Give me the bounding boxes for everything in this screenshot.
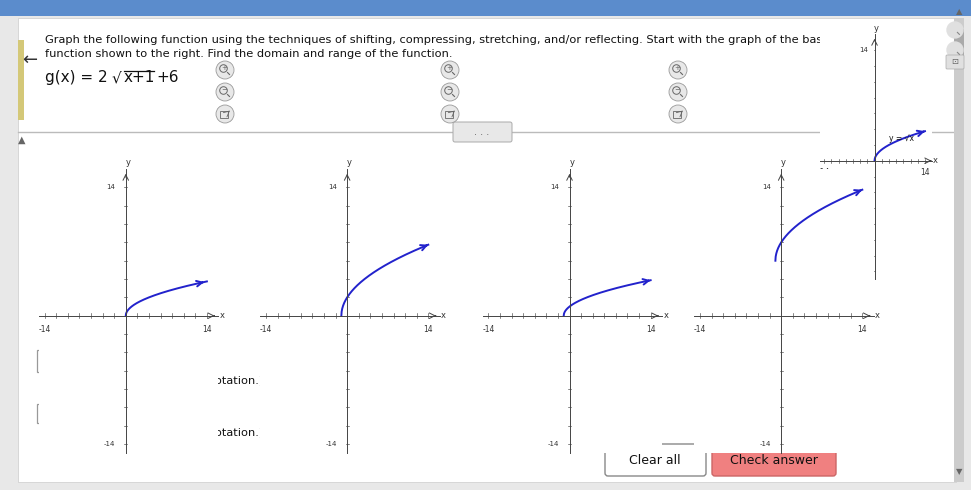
Text: (Type your answer in interval notation.): (Type your answer in interval notation.) bbox=[38, 376, 263, 386]
Circle shape bbox=[441, 61, 459, 79]
Text: Find the domain of g(x).: Find the domain of g(x). bbox=[38, 342, 188, 355]
FancyBboxPatch shape bbox=[18, 18, 956, 482]
Text: x+1: x+1 bbox=[124, 70, 155, 85]
Text: 14: 14 bbox=[328, 184, 337, 191]
FancyBboxPatch shape bbox=[37, 404, 57, 423]
Text: x: x bbox=[441, 311, 446, 320]
Text: 14: 14 bbox=[423, 325, 433, 334]
FancyBboxPatch shape bbox=[18, 40, 24, 120]
Circle shape bbox=[669, 83, 687, 101]
Text: -14: -14 bbox=[548, 441, 559, 447]
FancyBboxPatch shape bbox=[954, 18, 964, 482]
Text: . . .: . . . bbox=[475, 127, 489, 137]
Text: ▲: ▲ bbox=[18, 135, 26, 145]
Circle shape bbox=[886, 83, 904, 101]
Text: ←: ← bbox=[22, 51, 37, 69]
Text: ▲: ▲ bbox=[955, 7, 962, 17]
Circle shape bbox=[216, 61, 234, 79]
Text: g(x) = 2: g(x) = 2 bbox=[45, 70, 108, 85]
Text: ⊡: ⊡ bbox=[952, 57, 958, 67]
Text: -14: -14 bbox=[856, 269, 868, 274]
FancyBboxPatch shape bbox=[954, 29, 964, 61]
Text: -14: -14 bbox=[325, 441, 337, 447]
Text: y: y bbox=[125, 158, 130, 167]
Text: x: x bbox=[875, 311, 880, 320]
Text: 14: 14 bbox=[921, 168, 930, 177]
Text: 14: 14 bbox=[107, 184, 116, 191]
Text: x: x bbox=[933, 156, 938, 165]
Text: (Type your answer in interval notation.): (Type your answer in interval notation.) bbox=[38, 428, 263, 438]
Text: -14: -14 bbox=[759, 441, 771, 447]
Text: y: y bbox=[874, 24, 879, 33]
Text: −: − bbox=[674, 87, 680, 93]
Text: 14: 14 bbox=[857, 325, 867, 334]
Circle shape bbox=[669, 105, 687, 123]
Text: +: + bbox=[674, 65, 680, 71]
Text: 14: 14 bbox=[762, 184, 771, 191]
Text: x: x bbox=[663, 311, 668, 320]
Text: +: + bbox=[221, 65, 227, 71]
Text: -14: -14 bbox=[483, 325, 494, 334]
Text: -14: -14 bbox=[104, 441, 116, 447]
Text: 14: 14 bbox=[202, 325, 212, 334]
Circle shape bbox=[216, 83, 234, 101]
Text: ▼: ▼ bbox=[955, 467, 962, 476]
Text: x: x bbox=[219, 311, 224, 320]
FancyBboxPatch shape bbox=[37, 349, 105, 371]
Text: y: y bbox=[781, 158, 786, 167]
Circle shape bbox=[669, 61, 687, 79]
Text: 14: 14 bbox=[551, 184, 559, 191]
Circle shape bbox=[886, 105, 904, 123]
Text: 14: 14 bbox=[859, 47, 868, 53]
Text: y: y bbox=[569, 158, 574, 167]
Text: y: y bbox=[347, 158, 352, 167]
Text: -14: -14 bbox=[260, 325, 272, 334]
FancyBboxPatch shape bbox=[712, 444, 836, 476]
Text: +: + bbox=[891, 65, 897, 71]
Text: −: − bbox=[446, 87, 452, 93]
Text: -14: -14 bbox=[818, 168, 830, 177]
FancyBboxPatch shape bbox=[0, 0, 971, 16]
Text: [-1,∞): [-1,∞) bbox=[52, 354, 87, 367]
Text: 14: 14 bbox=[646, 325, 655, 334]
Text: Check answer: Check answer bbox=[730, 454, 818, 466]
Circle shape bbox=[886, 61, 904, 79]
Text: y = √x: y = √x bbox=[888, 134, 914, 143]
Text: Graph the following function using the techniques of shifting, compressing, stre: Graph the following function using the t… bbox=[45, 35, 832, 59]
Circle shape bbox=[947, 22, 963, 38]
FancyBboxPatch shape bbox=[946, 55, 964, 69]
Text: +: + bbox=[446, 65, 452, 71]
Text: −: − bbox=[891, 87, 897, 93]
Text: +6: +6 bbox=[156, 70, 179, 85]
Text: √: √ bbox=[112, 70, 121, 85]
FancyBboxPatch shape bbox=[605, 444, 706, 476]
Text: -14: -14 bbox=[39, 325, 50, 334]
Text: Clear all: Clear all bbox=[629, 454, 681, 466]
Text: Find the range of g(x).: Find the range of g(x). bbox=[38, 395, 178, 408]
Text: -14: -14 bbox=[694, 325, 706, 334]
Circle shape bbox=[216, 105, 234, 123]
Text: T̲: T̲ bbox=[70, 405, 77, 416]
FancyBboxPatch shape bbox=[453, 122, 512, 142]
Circle shape bbox=[947, 42, 963, 58]
Text: −: − bbox=[221, 87, 227, 93]
Circle shape bbox=[441, 105, 459, 123]
Circle shape bbox=[441, 83, 459, 101]
